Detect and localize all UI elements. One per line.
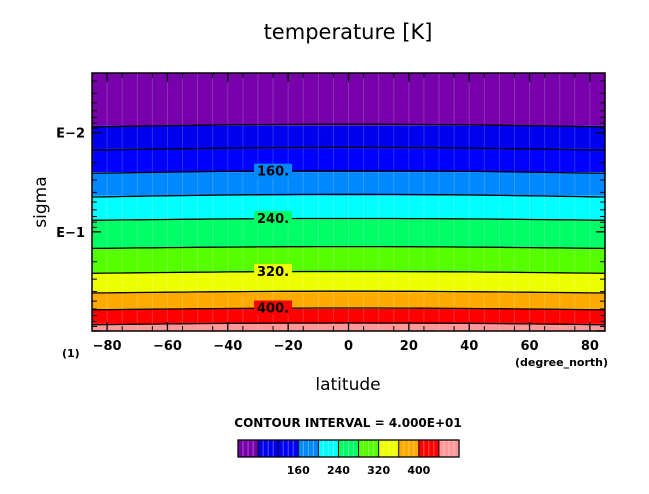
x-tick-label: 60 (521, 339, 539, 354)
colorbar-frame (237, 439, 460, 458)
contour-line-200 (91, 193, 606, 198)
x-tick-label: −80 (93, 339, 122, 354)
colorbar-tick-label: 400 (407, 464, 430, 477)
chart-title: temperature [K] (264, 20, 433, 44)
contour-label-bg (254, 263, 293, 278)
colorbar-swatch-1 (258, 440, 279, 457)
y-tick-label: E−1 (56, 226, 85, 241)
contour-labels: 160. 240. 320. 400. (254, 163, 293, 317)
contour-label-bg (254, 300, 293, 315)
color-band-1 (92, 125, 605, 149)
colorbar-swatch-0 (238, 440, 259, 457)
x-axis-ticks: −80 −60 −40 −20 0 20 40 60 80 (91, 73, 606, 354)
color-band-8 (92, 292, 605, 310)
colorbar-tick-label: 160 (287, 464, 310, 477)
contour-line-280 (91, 245, 606, 250)
colorbar-swatch-6 (358, 440, 379, 457)
x-tick-label: 40 (460, 339, 478, 354)
x-unit-label: (degree_north) (515, 356, 608, 369)
colorbar-swatch-10 (438, 440, 459, 457)
x-tick-label: −20 (274, 339, 303, 354)
color-band-9 (92, 309, 605, 324)
x-tick-label: −40 (213, 339, 242, 354)
contour-interval-text: CONTOUR INTERVAL = 4.000E+01 (234, 416, 461, 430)
contour-label: 160. (257, 165, 289, 180)
color-band-4 (92, 195, 605, 220)
contour-label: 320. (257, 265, 289, 280)
x-tick-label: 20 (400, 339, 418, 354)
colorbar-swatch-3 (298, 440, 319, 457)
colorbar-tick-label: 240 (327, 464, 350, 477)
colorbar-swatch-2 (278, 440, 299, 457)
color-band-6 (92, 247, 605, 273)
contour-label: 240. (257, 212, 289, 227)
y-axis-title: sigma (31, 176, 51, 227)
contour-line-160 (91, 170, 606, 175)
colorbar-tick-label: 320 (367, 464, 390, 477)
contour-line-80 (91, 123, 606, 128)
contour-lines (91, 123, 606, 326)
color-bands (92, 73, 605, 331)
y-tick-label: E−2 (56, 127, 85, 142)
contour-line-120 (91, 146, 606, 151)
colorbar-swatch-5 (338, 440, 359, 457)
contour-line-320 (91, 270, 606, 274)
contour-label: 400. (257, 302, 289, 317)
colorbar-swatch-8 (398, 440, 419, 457)
grid-lines (106, 73, 591, 331)
contour-label-bg (254, 163, 293, 178)
color-band-7 (92, 272, 605, 293)
colorbar-swatch-4 (318, 440, 339, 457)
x-axis-title: latitude (315, 375, 380, 395)
x-tick-label: 0 (344, 339, 353, 354)
colorbar-swatch-7 (378, 440, 399, 457)
y-axis-ticks: E−2 E−1 (56, 80, 605, 332)
x-tick-label: −60 (153, 339, 182, 354)
color-band-5 (92, 219, 605, 248)
contour-line-240 (91, 217, 606, 221)
colorbar-swatch-9 (418, 440, 439, 457)
contour-line-360 (91, 290, 606, 294)
contour-label-bg (254, 210, 293, 225)
colorbar: 160 240 320 400 (237, 439, 460, 477)
x-tick-label: 80 (581, 339, 599, 354)
y-unit-label: (1) (62, 347, 80, 360)
color-band-2 (92, 148, 605, 173)
contour-line-400 (91, 307, 606, 311)
color-band-3 (92, 172, 605, 196)
